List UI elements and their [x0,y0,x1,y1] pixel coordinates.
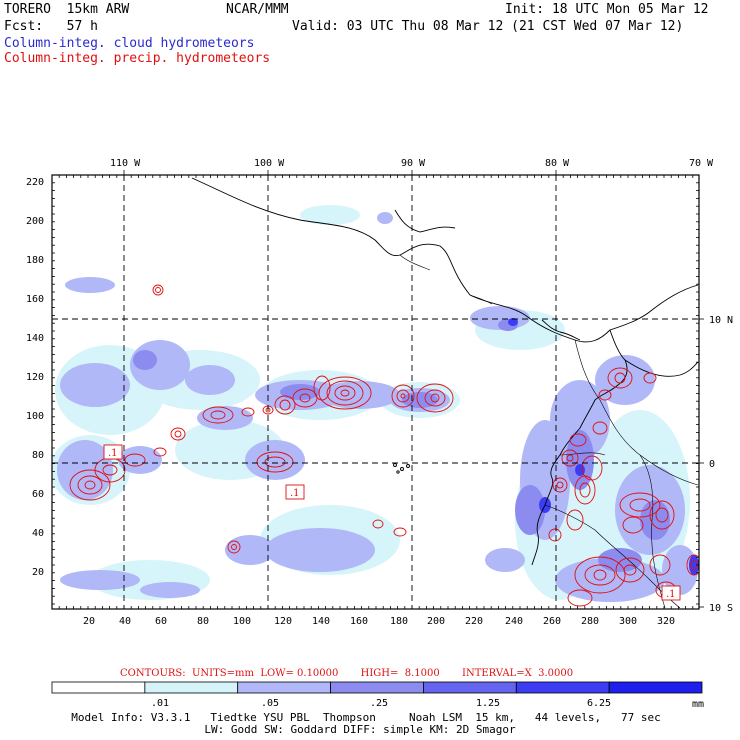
colorbar-segment [144,681,239,694]
svg-text:20: 20 [83,616,95,627]
contour-label-2: .1 [285,484,305,500]
model-info-line2: LW: Godd SW: Goddard DIFF: simple KM: 2D… [204,723,516,736]
svg-text:200: 200 [427,616,445,627]
svg-text:60: 60 [155,616,167,627]
colorbar-unit: mm [692,699,704,710]
plot-frame [51,174,700,610]
svg-text:220: 220 [26,177,44,188]
colorbar-segment [237,681,331,694]
svg-text:.01: .01 [151,698,169,709]
svg-text:40: 40 [32,528,44,539]
svg-text:120: 120 [26,372,44,383]
svg-text:1.25: 1.25 [476,698,500,709]
colorbar-segment [608,681,703,694]
contour-label-1: .1 [103,444,123,460]
precip-contours [69,284,699,607]
y-tick-labels: 220 200 180 160 140 120 100 80 60 40 20 [26,177,44,578]
model-title: TORERO 15km ARW [4,2,130,17]
svg-text:.1: .1 [290,488,300,499]
colorbar-segment [330,681,424,694]
field-title-cloud: Column-integ. cloud hydrometeors [4,36,255,51]
init-time: Init: 18 UTC Mon 05 Mar 12 [505,2,709,17]
svg-text:140: 140 [312,616,330,627]
colorbar-segment [515,681,610,694]
valid-time: Valid: 03 UTC Thu 08 Mar 12 (21 CST Wed … [292,19,684,34]
model-info-line1: Model Info: V3.3.1 Tiedtke YSU PBL Thomp… [71,711,661,724]
svg-text:260: 260 [543,616,561,627]
svg-text:320: 320 [657,616,675,627]
lon-label-70w: 70 W [689,158,714,169]
lat-lon-grid [52,175,699,609]
colorbar-segment [423,681,517,694]
field-title-precip: Column-integ. precip. hydrometeors [4,51,271,66]
lon-label-80w: 80 W [545,158,570,169]
svg-text:160: 160 [26,294,44,305]
colorbar-segment [51,681,146,694]
svg-text:180: 180 [26,255,44,266]
svg-text:140: 140 [26,333,44,344]
lon-label-100w: 100 W [254,158,285,169]
svg-text:20: 20 [32,567,44,578]
svg-text:.1: .1 [108,448,118,459]
svg-text:160: 160 [350,616,368,627]
coastline [191,177,699,566]
lat-label-10s: 10 S [709,603,733,614]
axis-ticks [51,170,704,609]
svg-text:100: 100 [26,411,44,422]
colorbar [51,681,703,694]
center-name: NCAR/MMM [226,2,289,17]
svg-text:200: 200 [26,216,44,227]
svg-text:120: 120 [274,616,292,627]
svg-text:40: 40 [119,616,131,627]
svg-text:300: 300 [619,616,637,627]
lat-label-0: 0 [709,459,715,470]
svg-text:100: 100 [233,616,251,627]
svg-text:.25: .25 [370,698,388,709]
svg-text:240: 240 [505,616,523,627]
svg-text:220: 220 [465,616,483,627]
colorbar-labels: .01 .05 .25 1.25 6.25 mm [151,698,704,710]
svg-text:.1: .1 [666,589,676,600]
svg-text:80: 80 [32,450,44,461]
svg-text:180: 180 [390,616,408,627]
svg-text:.05: .05 [261,698,279,709]
contour-label-3: .1 [661,585,681,601]
lon-label-110w: 110 W [110,158,141,169]
lon-label-90w: 90 W [401,158,426,169]
svg-text:280: 280 [581,616,599,627]
contour-info: CONTOURS: UNITS=mm LOW= 0.10000 HIGH= 8.… [120,668,573,679]
lat-label-10n: 10 N [709,315,733,326]
svg-text:6.25: 6.25 [587,698,611,709]
svg-text:80: 80 [197,616,209,627]
svg-text:60: 60 [32,489,44,500]
forecast-hour: Fcst: 57 h [4,19,98,34]
x-tick-labels: 20 40 60 80 100 120 140 160 180 200 220 … [83,616,675,627]
